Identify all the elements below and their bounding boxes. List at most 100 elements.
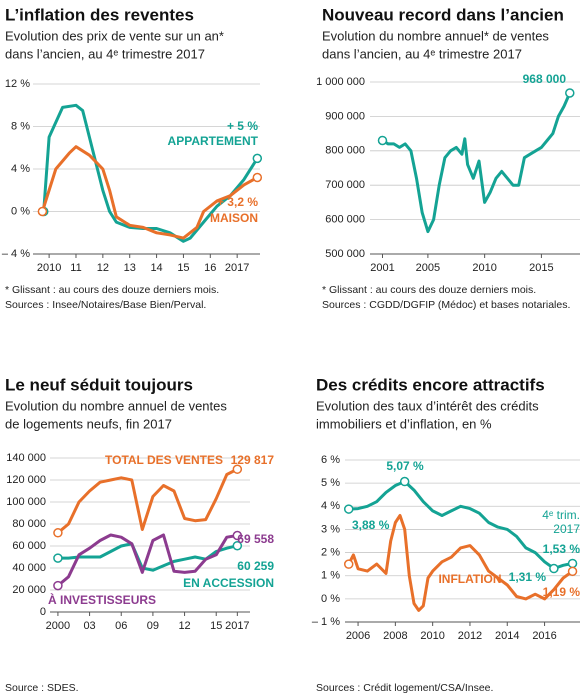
y-tick-label: – 4 % [2,248,30,260]
value-label: + 3,2 % [217,195,258,209]
y-tick-label: 500 000 [325,248,365,260]
series-line [348,480,573,570]
series-line [56,533,238,587]
chart-note: Sources : Insee/Notaires/Base Bien/Perva… [5,299,206,311]
chart-note: Sources : Crédit logement/CSA/Insee. [316,682,493,694]
series-label: À INVESTISSEURS [48,592,156,607]
x-tick-label: 12 [178,620,190,632]
y-tick-label: 0 % [11,205,30,217]
x-tick-label: 2006 [346,630,370,642]
annotation: 4ᵉ trim. [542,508,580,522]
value-label: 3,88 % [352,518,390,532]
series-line [42,103,259,243]
x-tick-label: 2010 [420,630,444,642]
x-tick-label: 2016 [532,630,556,642]
y-tick-label: 120 000 [6,474,46,486]
x-tick-label: 2010 [472,262,496,274]
x-tick-label: 06 [115,620,127,632]
y-tick-label: 8 % [11,120,30,132]
chart-subtitle: Evolution du nombre annuel de ventes [5,398,227,413]
chart-title: Le neuf séduit toujours [5,375,193,394]
point-marker [232,540,243,551]
value-label: 5,07 % [386,459,424,473]
y-tick-label: 100 000 [6,496,46,508]
value-label: 968 000 [523,72,567,86]
chart-subtitle: dans l’ancien, au 4ᵉ trimestre 2017 [5,46,205,61]
point-marker [53,528,63,538]
point-marker [37,206,48,217]
x-tick-label: 2017 [225,262,249,274]
x-tick-label: 13 [124,262,136,274]
point-marker [377,135,388,146]
y-tick-label: 700 000 [325,179,365,191]
value-label: 1,19 % [543,585,581,599]
y-tick-label: 1 % [321,570,340,582]
chart-subtitle: dans l’ancien, au 4ᵉ trimestre 2017 [322,46,522,61]
series-label: TOTAL DES VENTES [105,453,223,467]
series-line [56,467,238,534]
point-marker [399,476,410,487]
x-tick-label: 12 [97,262,109,274]
series-label: MAISON [210,211,258,225]
series-line [40,145,259,240]
series-line [381,92,572,234]
chart-subtitle: Evolution du nombre annuel* de ventes [322,28,549,43]
series-line [347,514,574,612]
y-tick-label: 20 000 [12,584,46,596]
point-marker [343,504,354,514]
x-tick-label: 2001 [370,262,394,274]
y-tick-label: 4 % [321,500,340,512]
y-tick-label: 40 000 [12,562,46,574]
chart-subtitle: Evolution des taux d’intérêt des crédits [316,398,539,413]
point-marker [53,553,63,563]
chart-title: L’inflation des reventes [5,5,194,24]
y-tick-label: – 1 % [312,616,340,628]
chart-subtitle: de logements neufs, fin 2017 [5,416,172,431]
y-tick-label: 800 000 [325,145,365,157]
x-tick-label: 14 [150,262,162,274]
x-tick-label: 2010 [37,262,61,274]
chart-note: Source : SDES. [5,682,79,694]
y-tick-label: 0 [40,606,46,618]
x-tick-label: 2012 [458,630,482,642]
x-tick-label: 16 [204,262,216,274]
chart-note: Sources : CGDD/DGFIP (Médoc) et bases no… [322,299,570,311]
x-tick-label: 2005 [416,262,440,274]
x-tick-label: 2017 [225,620,249,632]
annotation: 2017 [553,522,580,536]
y-tick-label: 4 % [11,163,30,175]
y-tick-label: 12 % [5,78,30,90]
y-tick-label: 0 % [321,593,340,605]
x-tick-label: 2014 [495,630,519,642]
x-tick-label: 03 [83,620,95,632]
point-marker [232,530,243,541]
x-tick-label: 11 [70,262,81,274]
x-tick-label: 09 [147,620,159,632]
y-tick-label: 60 000 [12,540,46,552]
value-label: 129 817 [231,453,275,467]
chart-title: Des crédits encore attractifs [316,375,545,394]
point-marker [252,172,263,183]
x-tick-label: 2000 [46,620,70,632]
chart-subtitle: immobiliers et d’inflation, en % [316,416,492,431]
y-tick-label: 600 000 [325,214,365,226]
point-marker [252,153,263,164]
chart-title: Nouveau record dans l’ancien [322,5,564,24]
y-tick-label: 5 % [321,477,340,489]
value-label: + 5 % [227,119,258,133]
y-tick-label: 6 % [321,454,340,466]
chart-note: * Glissant : au cours des douze derniers… [5,284,219,296]
value-label: 1,31 % [509,570,547,584]
y-tick-label: 140 000 [6,452,46,464]
x-tick-label: 15 [177,262,189,274]
y-tick-label: 900 000 [325,110,365,122]
point-marker [549,563,559,574]
y-tick-label: 80 000 [12,518,46,530]
series-label: APPARTEMENT [168,134,259,148]
value-label: 69 558 [237,532,274,546]
value-label: 1,53 % [543,542,581,556]
x-tick-label: 2015 [529,262,553,274]
point-marker [567,566,578,577]
y-tick-label: 1 000 000 [316,76,365,88]
x-tick-label: 2008 [383,630,407,642]
